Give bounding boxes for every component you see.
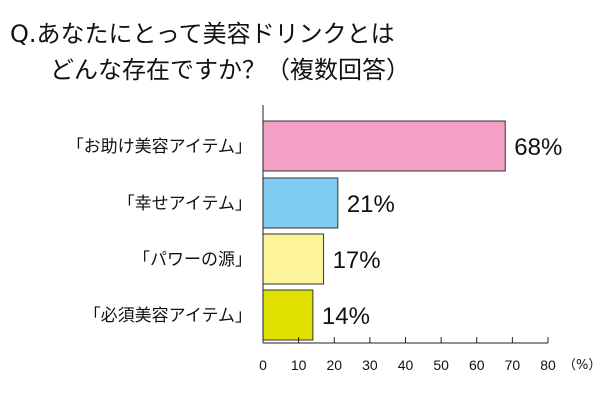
bar-4 xyxy=(262,289,314,341)
chart-title-line-2: どんな存在ですか？（複数回答） xyxy=(50,56,410,84)
bar-3 xyxy=(262,233,325,285)
value-label-3: 17% xyxy=(333,247,381,274)
value-label-2: 21% xyxy=(347,191,395,218)
category-label-2: 「幸せアイテム」 xyxy=(118,194,252,214)
category-label-1: 「お助け美容アイテム」 xyxy=(67,137,252,157)
value-label-1: 68% xyxy=(514,134,562,161)
x-tick-label-0: 0 xyxy=(259,357,267,373)
bar-1 xyxy=(262,120,506,172)
x-tick-label-10: 10 xyxy=(291,357,307,373)
category-label-4: 「必須美容アイテム」 xyxy=(84,306,252,326)
x-tick-label-30: 30 xyxy=(362,357,378,373)
x-tick-label-60: 60 xyxy=(469,357,485,373)
x-tick-label-20: 20 xyxy=(326,357,342,373)
x-axis-unit: （%） xyxy=(563,358,601,373)
bar-2 xyxy=(262,177,339,229)
x-tick-label-70: 70 xyxy=(505,357,521,373)
x-tick-label-40: 40 xyxy=(398,357,414,373)
x-tick-label-80: 80 xyxy=(540,357,556,373)
value-label-4: 14% xyxy=(322,303,370,330)
plot-area: 「お助け美容アイテム」 68% 「幸せアイテム」 21% 「パワーの源」 17% 「必須美容… xyxy=(67,105,601,373)
chart-title-line-1: Q.あなたにとって美容ドリンクとは xyxy=(10,20,395,48)
category-label-3: 「パワーの源」 xyxy=(133,250,252,270)
x-tick-label-50: 50 xyxy=(433,357,449,373)
